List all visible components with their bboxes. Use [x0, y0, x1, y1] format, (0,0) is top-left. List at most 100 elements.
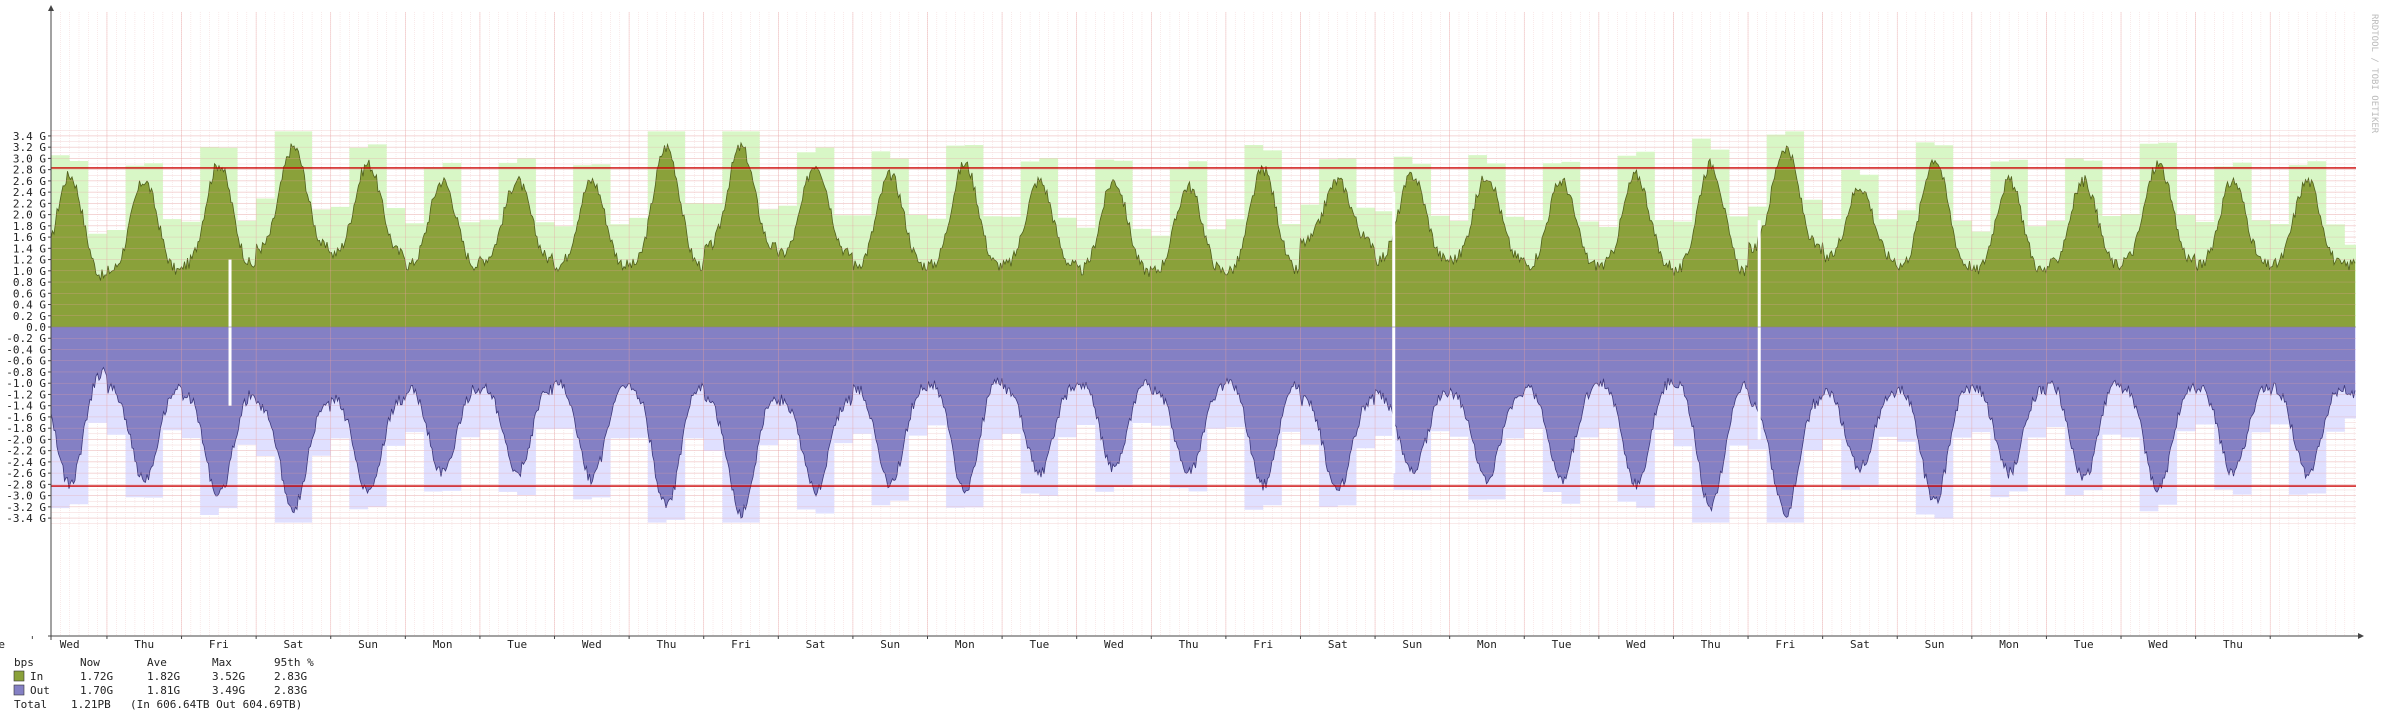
legend-out-ave: 1.81G — [147, 684, 180, 697]
y-tick-label: 2.0 G — [13, 209, 46, 222]
y-tick-label: -3.0 G — [6, 490, 46, 503]
y-tick-label: 0.4 G — [13, 299, 46, 312]
y-tick-label: 2.8 G — [13, 164, 46, 177]
data-gap-3 — [1757, 220, 1761, 440]
y-tick-label: 3.2 G — [13, 141, 46, 154]
y-tick-labels: 3.4 G3.2 G3.0 G2.8 G2.6 G2.4 G2.2 G2.0 G… — [6, 130, 51, 525]
legend-out-max: 3.49G — [212, 684, 245, 697]
x-tick-label: Wed — [60, 638, 80, 651]
y-axis-arrow — [48, 5, 54, 11]
y-tick-label: -3.4 G — [6, 512, 46, 525]
x-tick-label: Fri — [1253, 638, 1273, 651]
legend-out-p95: 2.83G — [274, 684, 307, 697]
x-tick-label: Fri — [1775, 638, 1795, 651]
x-tick-label: Sun — [880, 638, 900, 651]
y-tick-label: 1.4 G — [13, 242, 46, 255]
x-tick-label: Thu — [656, 638, 676, 651]
x-tick-label: Thu — [134, 638, 154, 651]
y-tick-label: 1.8 G — [13, 220, 46, 233]
legend-total-detail: (In 606.64TB Out 604.69TB) — [130, 698, 302, 711]
x-tick-label: Mon — [1477, 638, 1497, 651]
legend-swatch-in — [13, 670, 25, 682]
series-in-area — [50, 141, 2356, 327]
y-tick-label: -2.0 G — [6, 433, 46, 446]
legend-in-p95: 2.83G — [274, 670, 307, 683]
x-tick-label: Sat — [1850, 638, 1870, 651]
data-gaps — [228, 192, 1761, 474]
x-tick-label: Fri — [209, 638, 229, 651]
legend-in-name: In — [30, 670, 43, 683]
x-tick-label: Wed — [1104, 638, 1124, 651]
y-tick-label: -0.2 G — [6, 332, 46, 345]
series-out-fill — [51, 327, 2355, 519]
legend-total-value: 1.21PB — [71, 698, 111, 711]
percentile-95-lines — [51, 167, 2356, 487]
series-in-fill — [51, 143, 2355, 327]
y-tick-label: -0.8 G — [6, 366, 46, 379]
grid-major — [51, 12, 2356, 636]
y-tick-label: -1.8 G — [6, 422, 46, 435]
legend-header-ave: Ave — [147, 656, 167, 669]
data-gap-1 — [228, 259, 232, 406]
legend-header-unit: bps — [14, 656, 34, 669]
y-tick-label: -2.4 G — [6, 456, 46, 469]
x-tick-label: Tue — [1552, 638, 1572, 651]
y-tick-label: 0.6 G — [13, 287, 46, 300]
x-axis-arrow — [2358, 633, 2364, 639]
legend-in-now: 1.72G — [80, 670, 113, 683]
x-tick-label: Fri — [731, 638, 751, 651]
y-tick-label: -2.8 G — [6, 478, 46, 491]
series-out-area — [50, 327, 2356, 519]
x-tick-label: Sat — [1328, 638, 1348, 651]
y-tick-label: 2.4 G — [13, 186, 46, 199]
y-tick-label: 3.4 G — [13, 130, 46, 143]
legend-in-max: 3.52G — [212, 670, 245, 683]
x-tick-label: Thu — [1701, 638, 1721, 651]
legend-in-ave: 1.82G — [147, 670, 180, 683]
y-tick-label: -1.4 G — [6, 400, 46, 413]
y-tick-label: -2.2 G — [6, 445, 46, 458]
y-tick-label: 3.0 G — [13, 152, 46, 165]
y-tick-label: 0.2 G — [13, 310, 46, 323]
x-tick-labels: Tue Wed Thu Fri Sat Sun Mon Tue Wed Thu Fri Sat Sun M… — [0, 636, 2271, 651]
y-tick-label: -3.2 G — [6, 501, 46, 514]
legend-header-p95: 95th % — [274, 656, 314, 669]
x-tick-label: Sat — [806, 638, 826, 651]
x-tick-label: Mon — [433, 638, 453, 651]
y-tick-label: -1.6 G — [6, 411, 46, 424]
x-tick-label: Tue — [1029, 638, 1049, 651]
x-tick-label: Wed — [582, 638, 602, 651]
y-tick-label: -1.0 G — [6, 377, 46, 390]
x-tick-label: Tue — [2074, 638, 2094, 651]
y-tick-label: 1.6 G — [13, 231, 46, 244]
x-tick-label: Sun — [1402, 638, 1422, 651]
series-in-line — [50, 141, 2356, 281]
y-tick-label: 1.2 G — [13, 254, 46, 267]
legend-header-max: Max — [212, 656, 232, 669]
x-tick-label: Mon — [1999, 638, 2019, 651]
y-tick-label: -0.4 G — [6, 343, 46, 356]
x-tick-label: Tue — [507, 638, 527, 651]
y-tick-label: 0.0 — [26, 321, 46, 334]
legend-out-now: 1.70G — [80, 684, 113, 697]
axes — [48, 5, 2364, 640]
y-tick-label: -1.2 G — [6, 388, 46, 401]
y-tick-label: 2.6 G — [13, 175, 46, 188]
y-tick-label: -0.6 G — [6, 355, 46, 368]
x-tick-label: Thu — [1179, 638, 1199, 651]
x-tick-label: Wed — [1626, 638, 1646, 651]
x-tick-label: Sun — [1925, 638, 1945, 651]
x-tick-label: Mon — [955, 638, 975, 651]
legend-swatch-out — [13, 684, 25, 696]
x-tick-label: Sat — [283, 638, 303, 651]
series-out-line — [50, 366, 2356, 519]
legend-header-now: Now — [80, 656, 100, 669]
x-tick-label: Tue — [0, 638, 5, 651]
x-tick-label: Sun — [358, 638, 378, 651]
data-gap-2 — [1392, 192, 1396, 474]
x-tick-label: Wed — [2148, 638, 2168, 651]
legend: bps Now Ave Max 95th % In 1.72G 1.82G 3.… — [13, 656, 314, 711]
y-tick-label: -2.6 G — [6, 467, 46, 480]
y-tick-label: 2.2 G — [13, 197, 46, 210]
